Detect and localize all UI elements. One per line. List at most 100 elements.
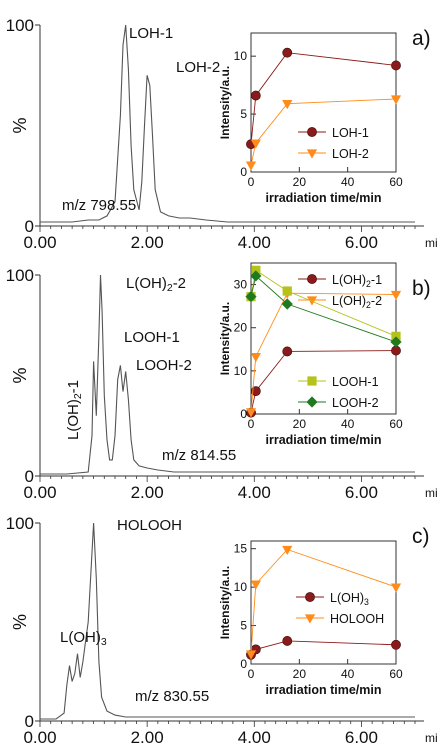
peak-label-main: LOOH-2 bbox=[136, 357, 192, 374]
legend-label: L(OH)2-1 bbox=[332, 273, 382, 289]
peak-label-sub: 3 bbox=[101, 636, 107, 648]
inset-data-point bbox=[245, 291, 257, 303]
inset-x-tick-label: 60 bbox=[389, 175, 403, 189]
legend-label: HOLOOH bbox=[330, 612, 384, 626]
x-tick-label: 0.00 bbox=[23, 728, 56, 747]
mz-label: m/z 830.55 bbox=[135, 688, 209, 705]
inset-x-axis-label: irradiation time/min bbox=[266, 433, 382, 447]
legend-label-main: L(OH) bbox=[332, 294, 366, 308]
inset-x-tick-label: 40 bbox=[341, 175, 355, 189]
inset-data-point bbox=[282, 346, 293, 357]
peak-label-main: L(OH) bbox=[60, 629, 101, 646]
inset-legend-item: L(OH)2-1 bbox=[298, 273, 382, 289]
y-tick-label: 100 bbox=[6, 514, 34, 533]
inset-chart: 0 20 40 60 0 10 20 30 irradiation time/min Intens… bbox=[218, 262, 403, 447]
inset-chart: 0 20 40 60 0 5 10 15 irradiation time/min Intensi… bbox=[218, 540, 403, 697]
inset-data-point bbox=[390, 336, 402, 348]
x-tick-label: 6.00 bbox=[345, 483, 378, 502]
inset-data-point bbox=[250, 580, 261, 590]
inset-x-tick-label: 20 bbox=[293, 417, 307, 431]
inset-data-point bbox=[282, 545, 293, 556]
inset-series-line bbox=[250, 350, 397, 413]
legend-marker bbox=[305, 592, 315, 602]
inset-x-tick-label: 60 bbox=[389, 667, 403, 681]
inset-data-point bbox=[250, 90, 261, 101]
inset-data-point bbox=[390, 95, 402, 105]
inset-y-tick-label: 0 bbox=[240, 657, 247, 671]
x-tick-label: 2.00 bbox=[131, 483, 164, 502]
peak-label-main: L(OH) bbox=[65, 399, 82, 440]
inset-legend-item: LOH-2 bbox=[298, 147, 369, 161]
chromatogram-line bbox=[40, 274, 415, 475]
y-tick-label: 0 bbox=[25, 712, 34, 731]
inset-legend-item: HOLOOH bbox=[296, 612, 384, 626]
legend-label-sub: 2 bbox=[366, 300, 371, 310]
inset-x-tick-label: 40 bbox=[341, 417, 355, 431]
peak-label: L(OH)3 bbox=[60, 629, 107, 648]
inset-y-axis-label: Intensity/a.u. bbox=[218, 66, 232, 139]
legend-label-main: LOH-2 bbox=[332, 147, 369, 161]
inset-x-tick-label: 20 bbox=[293, 667, 307, 681]
legend-label: L(OH)3 bbox=[330, 591, 369, 607]
x-unit-label: min bbox=[425, 236, 438, 250]
inset-x-axis-label: irradiation time/min bbox=[266, 191, 382, 205]
peak-label: LOOH-2 bbox=[136, 357, 192, 374]
x-unit-label: min bbox=[425, 486, 438, 500]
inset-x-tick-label: 20 bbox=[293, 175, 307, 189]
inset-data-point bbox=[250, 270, 262, 282]
y-tick-label: 0 bbox=[25, 217, 34, 236]
inset-data-point bbox=[250, 353, 261, 363]
legend-label-main: HOLOOH bbox=[330, 612, 384, 626]
inset-y-tick-label: 20 bbox=[234, 321, 248, 335]
legend-label-suffix: -1 bbox=[371, 273, 382, 287]
mz-label-main: m/z 798.55 bbox=[62, 197, 136, 214]
peak-label-main: HOLOOH bbox=[117, 517, 182, 534]
inset-frame bbox=[250, 540, 397, 665]
inset-y-tick-label: 0 bbox=[240, 165, 247, 179]
inset-y-tick-label: 30 bbox=[234, 278, 248, 292]
legend-marker bbox=[307, 127, 317, 137]
mz-label-main: m/z 814.55 bbox=[162, 447, 236, 464]
peak-label-suffix: -2 bbox=[173, 275, 186, 292]
legend-label-suffix: -2 bbox=[371, 294, 382, 308]
legend-label-main: L(OH) bbox=[332, 273, 366, 287]
inset-data-point bbox=[282, 47, 293, 58]
inset-y-tick-label: 10 bbox=[234, 364, 248, 378]
y-tick-label: 100 bbox=[6, 266, 34, 285]
x-tick-label: 0.00 bbox=[23, 233, 56, 252]
inset-data-point bbox=[391, 331, 401, 341]
legend-label: LOH-2 bbox=[332, 147, 369, 161]
inset-legend-item: LOOH-2 bbox=[298, 396, 379, 410]
peak-label-main: L(OH) bbox=[126, 275, 167, 292]
legend-label-main: LOOH-1 bbox=[332, 375, 379, 389]
x-unit-label: min bbox=[425, 731, 438, 745]
legend-label-sub: 3 bbox=[364, 597, 369, 607]
x-tick-label: 4.00 bbox=[238, 483, 271, 502]
legend-label-main: L(OH) bbox=[330, 591, 364, 605]
inset-series-line bbox=[250, 292, 397, 412]
inset-y-tick-label: 5 bbox=[240, 619, 247, 633]
chromatogram-line bbox=[40, 522, 415, 720]
panel-label: b) bbox=[412, 277, 431, 300]
inset-y-tick-label: 5 bbox=[240, 107, 247, 121]
peak-label-main: LOH-1 bbox=[129, 25, 173, 42]
panel-2: 0.002.004.006.00min1000%L(OH)2-2L(OH)2-1… bbox=[6, 262, 438, 502]
y-axis-label: % bbox=[10, 614, 30, 630]
peak-label: L(OH)2-2 bbox=[126, 275, 186, 294]
inset-data-point bbox=[245, 408, 257, 418]
inset-y-tick-label: 10 bbox=[234, 49, 248, 63]
legend-label-sub: 2 bbox=[366, 279, 371, 289]
y-axis-label: % bbox=[10, 367, 30, 383]
x-tick-label: 0.00 bbox=[23, 483, 56, 502]
y-tick-label: 0 bbox=[25, 467, 34, 486]
inset-data-point bbox=[391, 60, 401, 71]
mz-label: m/z 814.55 bbox=[162, 447, 236, 464]
peak-label: LOH-1 bbox=[129, 25, 173, 42]
inset-data-point bbox=[245, 650, 257, 660]
peak-label-sub: 2 bbox=[72, 393, 84, 399]
inset-series-line bbox=[250, 98, 397, 166]
panel-label: c) bbox=[412, 525, 430, 548]
inset-data-point bbox=[282, 100, 293, 110]
x-tick-label: 2.00 bbox=[131, 728, 164, 747]
